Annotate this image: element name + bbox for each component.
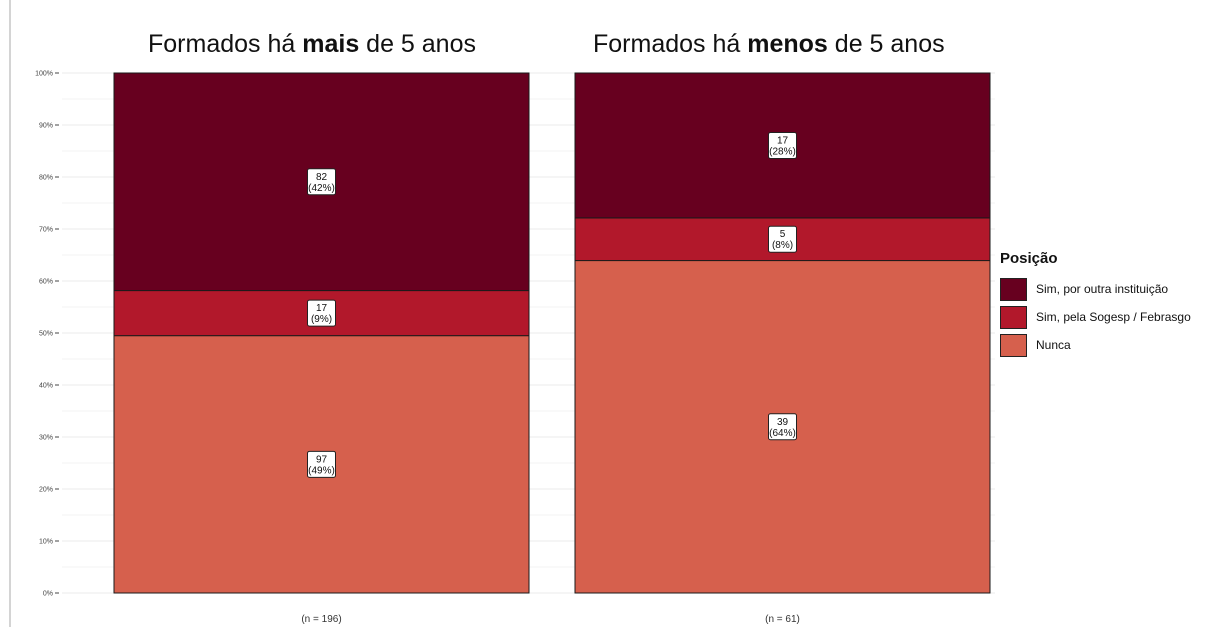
legend-label: Sim, por outra instituição: [1036, 282, 1169, 296]
panel-title-right: Formados há menos de 5 anos: [593, 30, 945, 58]
y-tick-label: 80%: [39, 175, 53, 182]
data-label-count: 17: [316, 303, 328, 314]
data-label-count: 97: [316, 454, 328, 465]
legend-swatch: [1000, 305, 1027, 329]
y-tick-label: 90%: [39, 123, 53, 130]
data-label-box: [307, 299, 336, 327]
y-tick-label: 10%: [39, 539, 53, 546]
y-tick-label: 30%: [39, 435, 53, 442]
data-label-box: [768, 225, 797, 253]
y-tick-label: 0%: [43, 591, 53, 598]
x-axis-n-label: (n = 196): [301, 614, 341, 625]
y-tick-label: 50%: [39, 331, 53, 338]
data-label-percent: (28%): [769, 146, 796, 157]
y-tick-label: 60%: [39, 279, 53, 286]
data-label-percent: (49%): [308, 465, 335, 476]
legend-swatch: [1000, 333, 1027, 357]
y-tick-label: 100%: [35, 71, 53, 78]
data-label-count: 39: [777, 417, 789, 428]
data-label-count: 5: [780, 229, 786, 240]
data-label-box: [768, 131, 797, 159]
left-border-rule: [9, 0, 11, 627]
y-tick-label: 40%: [39, 383, 53, 390]
legend-item-nunca: Nunca: [1000, 331, 1191, 359]
legend-swatch: [1000, 277, 1027, 301]
data-label-count: 17: [777, 135, 789, 146]
data-label-percent: (64%): [769, 428, 796, 439]
data-label-box: [307, 450, 336, 478]
y-tick-label: 20%: [39, 487, 53, 494]
panel-title-left: Formados há mais de 5 anos: [148, 30, 476, 58]
data-label-percent: (42%): [308, 183, 335, 194]
data-label-box: [768, 413, 797, 441]
legend-label: Nunca: [1036, 338, 1071, 352]
data-label-box: [307, 168, 336, 196]
y-tick-label: 70%: [39, 227, 53, 234]
legend-title: Posição: [1000, 250, 1058, 267]
legend: Posição Sim, por outra instituição Sim, …: [1000, 250, 1191, 359]
data-label-percent: (8%): [772, 240, 793, 251]
data-label-percent: (9%): [311, 314, 332, 325]
x-axis-n-label: (n = 61): [765, 614, 800, 625]
legend-item-sogesp-febrasgo: Sim, pela Sogesp / Febrasgo: [1000, 303, 1191, 331]
data-label-count: 82: [316, 172, 328, 183]
legend-label: Sim, pela Sogesp / Febrasgo: [1036, 310, 1191, 324]
legend-item-outra-instituicao: Sim, por outra instituição: [1000, 275, 1191, 303]
